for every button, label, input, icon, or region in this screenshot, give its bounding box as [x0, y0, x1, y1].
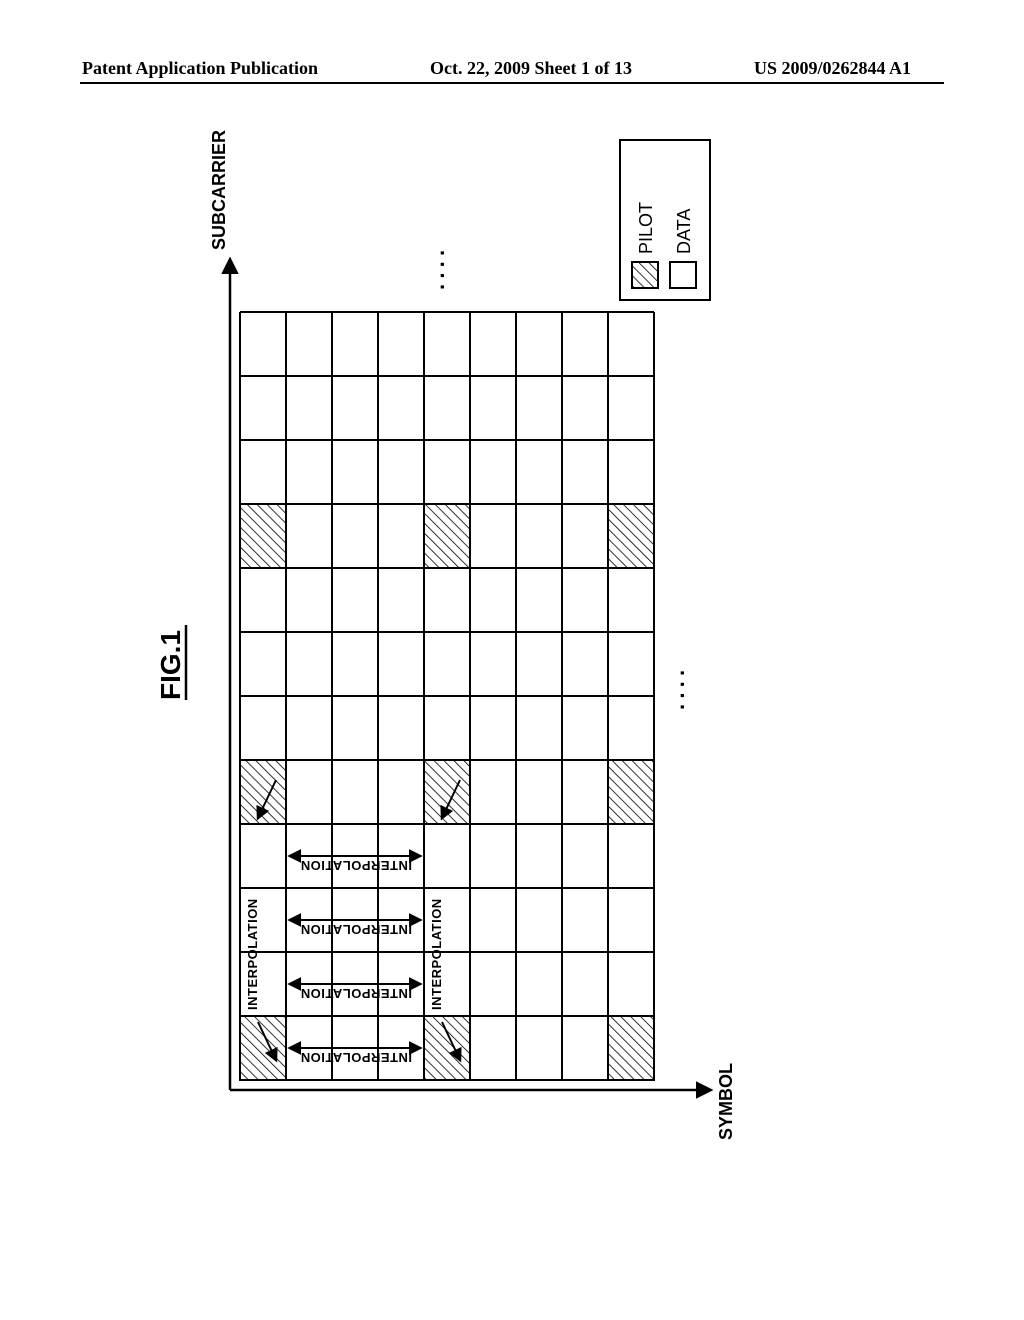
pilot-cell [240, 504, 286, 568]
grid [240, 312, 654, 1080]
pilot-cell [608, 504, 654, 568]
interp-freq-label-mid: INTERPOLATION [429, 898, 444, 1010]
dots-bottom: ···· [670, 665, 695, 710]
page: Patent Application Publication Oct. 22, … [0, 0, 1024, 1320]
legend-pilot-label: PILOT [636, 202, 656, 254]
svg-text:INTERPOLATION: INTERPOLATION [300, 922, 412, 937]
pilot-cell [424, 504, 470, 568]
legend-data-swatch [670, 262, 696, 288]
svg-text:INTERPOLATION: INTERPOLATION [300, 858, 412, 873]
axis-symbol-label: SYMBOL [716, 1063, 736, 1140]
pilot-cell [424, 760, 470, 824]
figure-label: FIG.1 [155, 630, 186, 700]
pilot-cell [608, 1016, 654, 1080]
legend-data-label: DATA [674, 209, 694, 254]
figure-svg: FIG.1 SUBCARRIER SYMBOL [0, 0, 1024, 1320]
interpolation-time-labels: INTERPOLATION INTERPOLATION INTERPOLATIO… [300, 858, 412, 1065]
dots-right: ···· [430, 245, 455, 290]
legend-pilot-swatch [632, 262, 658, 288]
axis-subcarrier-label: SUBCARRIER [209, 130, 229, 250]
pilot-cell [608, 760, 654, 824]
svg-text:INTERPOLATION: INTERPOLATION [300, 986, 412, 1001]
legend: PILOT DATA [620, 140, 710, 300]
svg-text:INTERPOLATION: INTERPOLATION [300, 1050, 412, 1065]
pilot-cell [240, 1016, 286, 1080]
interp-freq-label-top: INTERPOLATION [245, 898, 260, 1010]
pilot-cell [424, 1016, 470, 1080]
pilot-cell [240, 760, 286, 824]
